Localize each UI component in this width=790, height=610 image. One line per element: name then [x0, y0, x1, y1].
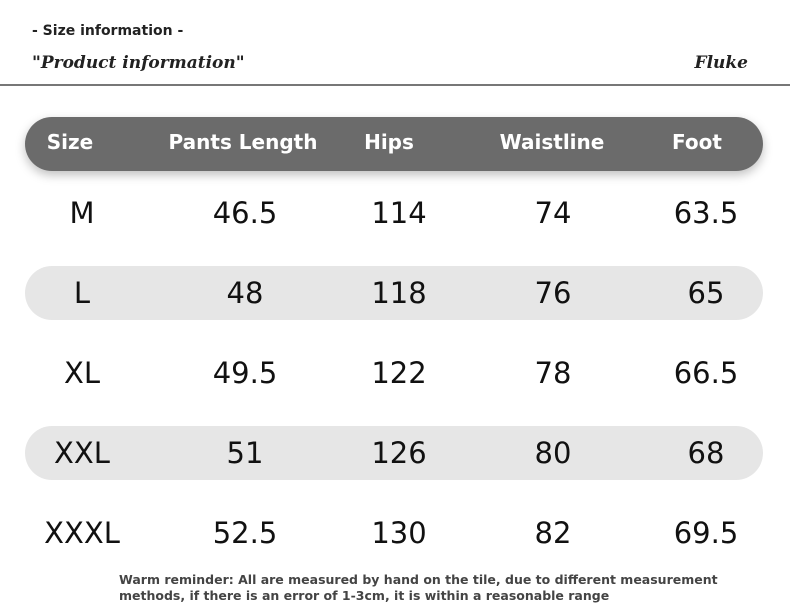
row-shade: [25, 266, 763, 320]
size-label: M: [69, 196, 95, 230]
divider: [0, 84, 790, 86]
size-label: XL: [63, 356, 101, 390]
column-header: Size: [46, 130, 94, 154]
footer-note: Warm reminder: All are measured by hand …: [119, 572, 718, 603]
measurement: 65: [687, 276, 725, 310]
measurement: 76: [534, 276, 572, 310]
measurement: 63.5: [673, 196, 739, 230]
measurement: 48: [226, 276, 264, 310]
measurement: 82: [534, 516, 572, 550]
column-header: Waistline: [499, 130, 605, 154]
measurement: 118: [371, 276, 427, 310]
measurement: 66.5: [673, 356, 739, 390]
measurement: 52.5: [212, 516, 278, 550]
brand: Fluke: [694, 53, 748, 73]
measurement: 69.5: [673, 516, 739, 550]
measurement: 78: [534, 356, 572, 390]
measurement: 51: [226, 436, 264, 470]
row-shade: [25, 426, 763, 480]
title: "Product information": [32, 53, 245, 73]
subtitle: - Size information -: [32, 23, 184, 39]
column-header: Pants Length: [168, 130, 318, 154]
measurement: 74: [534, 196, 572, 230]
measurement: 130: [371, 516, 427, 550]
measurement: 80: [534, 436, 572, 470]
measurement: 68: [687, 436, 725, 470]
measurement: 126: [371, 436, 427, 470]
size-label: L: [73, 276, 91, 310]
size-label: XXXL: [44, 516, 120, 550]
column-header: Foot: [672, 130, 722, 154]
column-header: Hips: [364, 130, 414, 154]
measurement: 49.5: [212, 356, 278, 390]
header-bar: [25, 117, 763, 171]
measurement: 46.5: [212, 196, 278, 230]
measurement: 122: [371, 356, 427, 390]
size-label: XXL: [54, 436, 110, 470]
measurement: 114: [371, 196, 427, 230]
